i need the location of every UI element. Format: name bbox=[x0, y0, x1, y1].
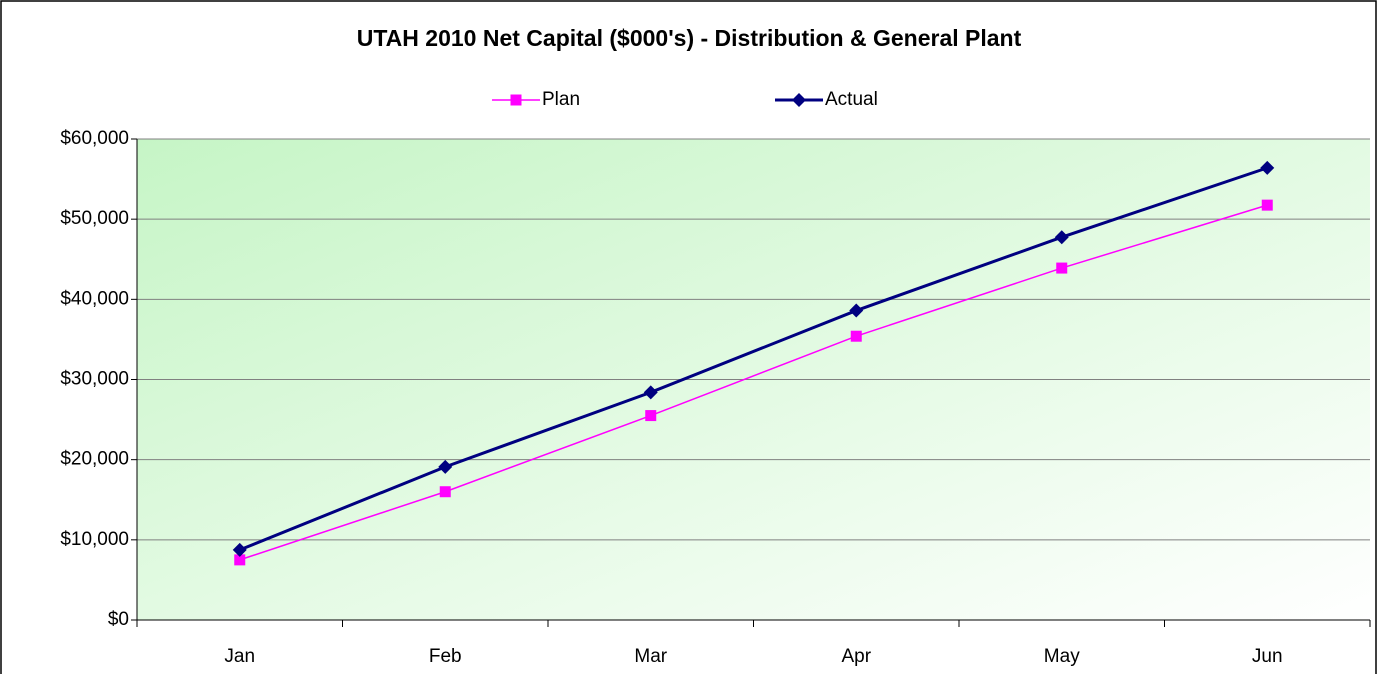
marker bbox=[234, 554, 246, 566]
y-tick-label: $0 bbox=[108, 609, 129, 630]
y-tick-label: $50,000 bbox=[60, 208, 129, 229]
marker bbox=[438, 459, 453, 474]
marker bbox=[510, 94, 522, 106]
legend-label: Plan bbox=[542, 89, 580, 110]
marker bbox=[1056, 262, 1068, 274]
marker bbox=[850, 330, 862, 342]
marker bbox=[1261, 199, 1273, 211]
y-tick-label: $40,000 bbox=[60, 288, 129, 309]
x-tick-label: Jun bbox=[1252, 646, 1283, 667]
series-line bbox=[239, 166, 1268, 552]
x-tick-label: Apr bbox=[841, 646, 871, 667]
y-tick-label: $20,000 bbox=[60, 449, 129, 470]
marker bbox=[439, 486, 451, 498]
marker bbox=[849, 303, 864, 318]
marker bbox=[1054, 230, 1069, 245]
marker bbox=[1260, 160, 1275, 175]
y-tick-label: $60,000 bbox=[60, 128, 129, 149]
marker bbox=[643, 385, 658, 400]
marker bbox=[792, 93, 806, 107]
x-tick-label: Mar bbox=[634, 646, 667, 667]
y-tick-label: $30,000 bbox=[60, 369, 129, 390]
marker bbox=[232, 542, 247, 557]
x-tick-label: May bbox=[1044, 646, 1080, 667]
marker bbox=[645, 410, 657, 422]
x-tick-label: Jan bbox=[224, 646, 255, 667]
series-line bbox=[239, 204, 1268, 561]
legend-label: Actual bbox=[825, 89, 878, 110]
x-tick-label: Feb bbox=[429, 646, 462, 667]
chart-title: UTAH 2010 Net Capital ($000's) - Distrib… bbox=[357, 25, 1022, 51]
y-tick-label: $10,000 bbox=[60, 529, 129, 550]
